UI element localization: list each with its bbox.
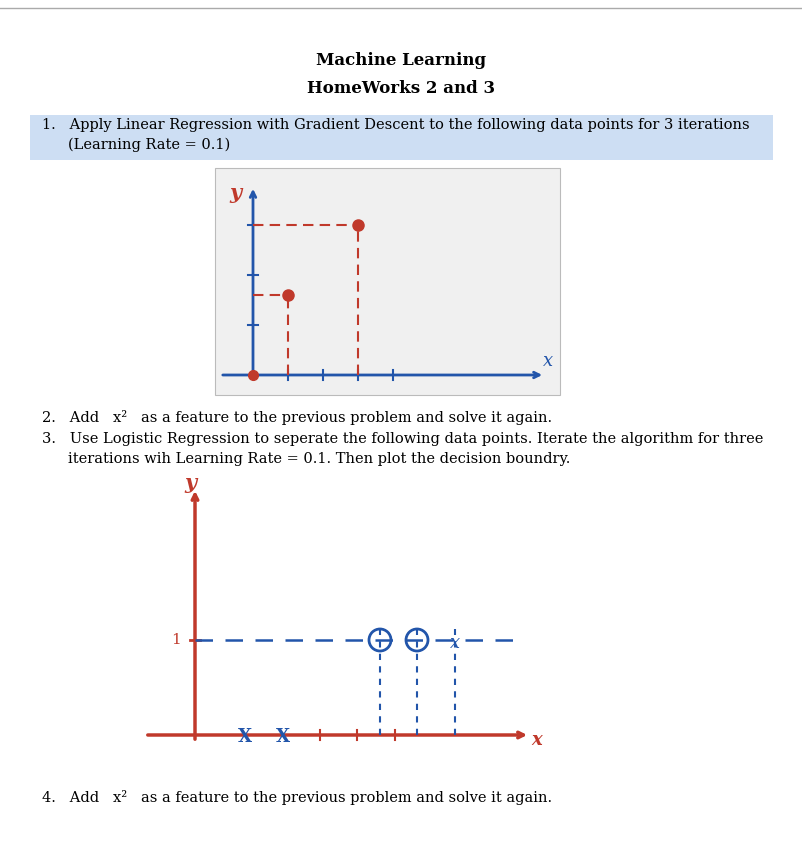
Bar [215, 168, 559, 395]
Text: X: X [237, 728, 252, 746]
Text: 4.   Add   x²   as a feature to the previous problem and solve it again.: 4. Add x² as a feature to the previous p… [42, 790, 552, 805]
Text: y: y [229, 183, 241, 203]
Text: Machine Learning: Machine Learning [315, 52, 485, 69]
Text: 1: 1 [171, 633, 180, 647]
Text: x: x [542, 352, 553, 370]
Text: HomeWorks 2 and 3: HomeWorks 2 and 3 [306, 80, 495, 97]
Text: 2.   Add   x²   as a feature to the previous problem and solve it again.: 2. Add x² as a feature to the previous p… [42, 410, 552, 425]
Text: y: y [184, 473, 196, 493]
Text: X: X [276, 728, 290, 746]
Bar [30, 115, 772, 160]
Text: 3.   Use Logistic Regression to seperate the following data points. Iterate the : 3. Use Logistic Regression to seperate t… [42, 432, 763, 446]
Text: iterations wih Learning Rate = 0.1. Then plot the decision boundry.: iterations wih Learning Rate = 0.1. Then… [68, 452, 569, 466]
Text: (Learning Rate = 0.1): (Learning Rate = 0.1) [68, 138, 230, 152]
Text: 1.   Apply Linear Regression with Gradient Descent to the following data points : 1. Apply Linear Regression with Gradient… [42, 118, 749, 132]
Text: x: x [449, 634, 460, 652]
Text: x: x [531, 731, 541, 749]
